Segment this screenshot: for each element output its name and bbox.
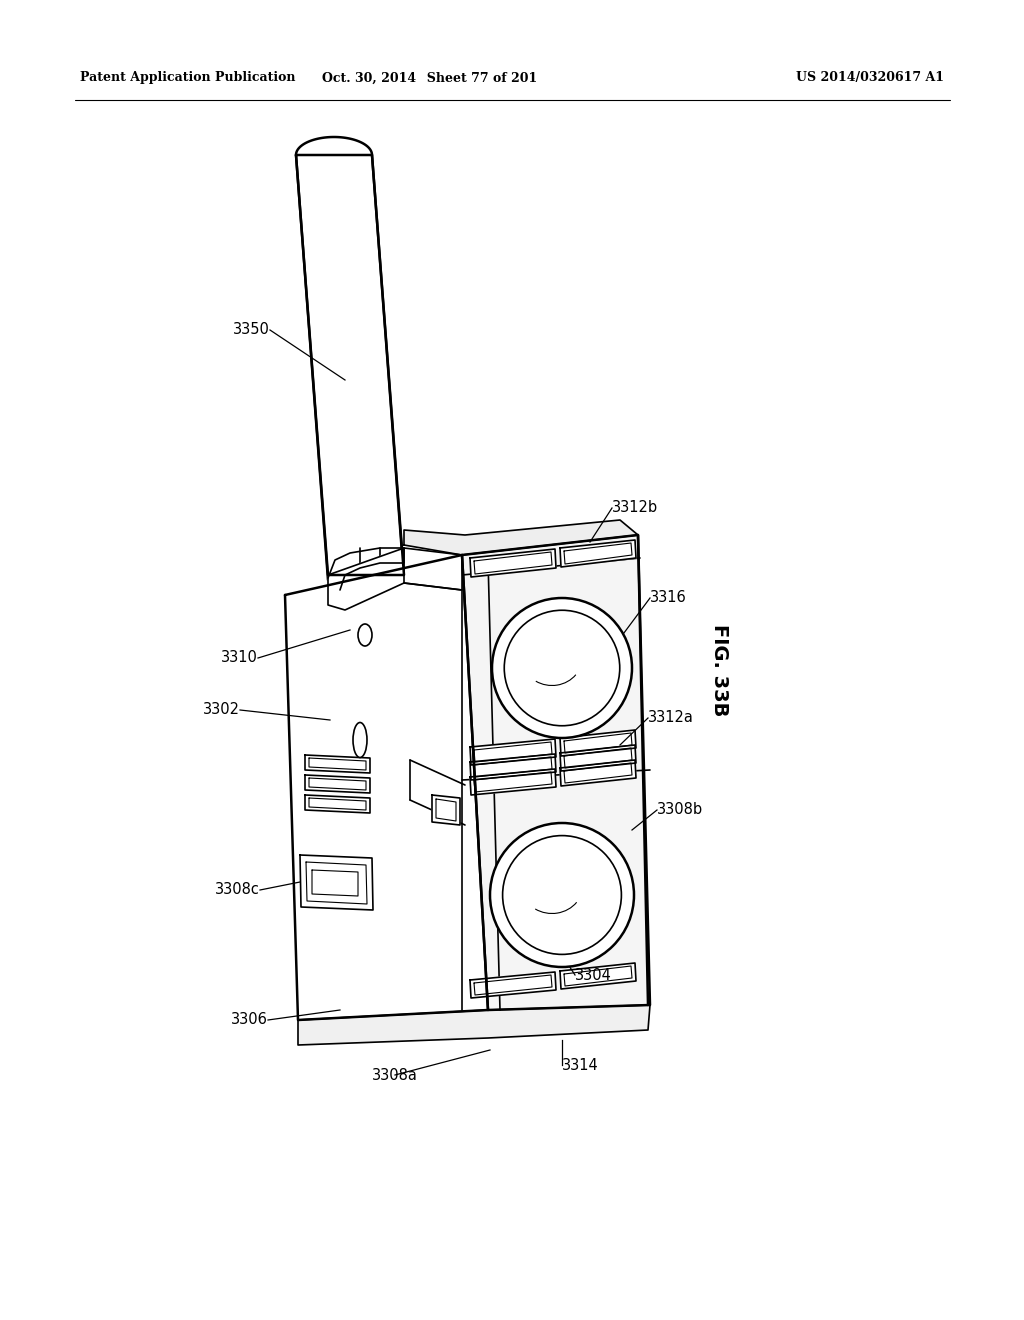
Polygon shape [305,775,370,793]
Polygon shape [328,548,462,610]
Ellipse shape [353,722,367,758]
Polygon shape [298,1005,650,1045]
Polygon shape [560,760,636,785]
Text: 3308b: 3308b [657,803,703,817]
Text: 3312b: 3312b [612,500,658,516]
Ellipse shape [492,598,632,738]
Polygon shape [560,540,636,568]
Polygon shape [432,795,460,825]
Polygon shape [285,554,488,1020]
Text: 3308a: 3308a [372,1068,418,1082]
Polygon shape [470,754,556,780]
Polygon shape [305,755,370,774]
Text: 3304: 3304 [575,968,612,982]
Polygon shape [560,744,636,771]
Text: 3314: 3314 [562,1057,599,1072]
Text: 3310: 3310 [221,651,258,665]
Ellipse shape [503,836,622,954]
Ellipse shape [358,624,372,645]
Polygon shape [300,855,373,909]
Text: US 2014/0320617 A1: US 2014/0320617 A1 [796,71,944,84]
Polygon shape [470,770,556,795]
Text: 3312a: 3312a [648,710,694,726]
Ellipse shape [490,822,634,968]
Polygon shape [470,549,556,577]
Text: Oct. 30, 2014  Sheet 77 of 201: Oct. 30, 2014 Sheet 77 of 201 [323,71,538,84]
Text: 3308c: 3308c [215,883,260,898]
Polygon shape [470,972,556,998]
Text: 3302: 3302 [203,702,240,718]
Ellipse shape [504,610,620,726]
Polygon shape [296,154,404,576]
Polygon shape [560,964,636,989]
Text: FIG. 33B: FIG. 33B [711,624,729,717]
Text: 3316: 3316 [650,590,687,606]
Polygon shape [305,795,370,813]
Polygon shape [462,535,650,1010]
Polygon shape [560,730,636,756]
Text: 3350: 3350 [233,322,270,338]
Text: Patent Application Publication: Patent Application Publication [80,71,296,84]
Polygon shape [470,739,556,766]
Polygon shape [404,520,638,554]
Text: 3306: 3306 [231,1012,268,1027]
